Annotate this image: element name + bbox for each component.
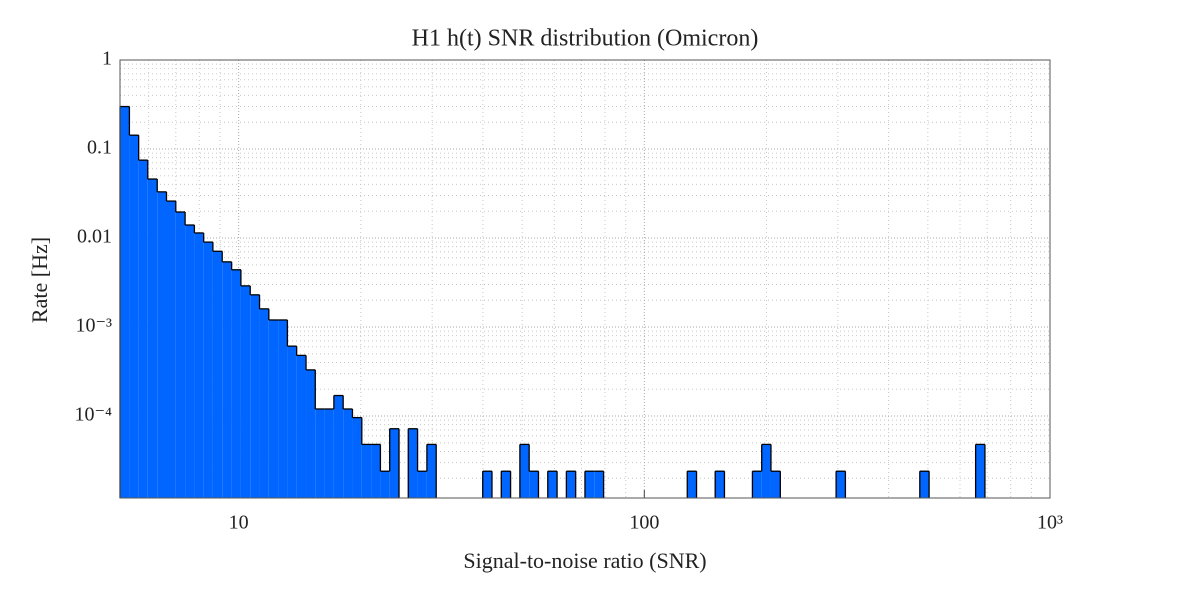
bar	[761, 444, 771, 498]
bar	[120, 106, 130, 499]
bar	[278, 319, 288, 498]
bar	[501, 471, 511, 498]
bar	[687, 471, 697, 498]
bar	[324, 408, 334, 498]
bar	[259, 308, 269, 498]
bar	[529, 471, 539, 498]
bar	[185, 225, 195, 498]
y-axis-label: Rate [Hz]	[27, 237, 52, 323]
x-tick-label: 10	[229, 512, 249, 534]
bar	[770, 471, 781, 498]
bar	[389, 428, 400, 498]
bar	[408, 428, 418, 498]
bar	[212, 251, 223, 498]
x-tick-label: 100	[629, 512, 659, 534]
x-tick-label: 10³	[1037, 512, 1063, 534]
bar	[306, 369, 316, 498]
bar	[715, 471, 725, 498]
bar	[352, 417, 362, 498]
bar	[426, 444, 437, 498]
bar	[333, 395, 344, 498]
bar	[482, 471, 492, 498]
bar	[836, 471, 846, 498]
bar	[417, 471, 427, 498]
bar	[594, 471, 604, 498]
bar	[343, 408, 353, 498]
y-tick-label: 1	[102, 48, 112, 70]
bar	[975, 444, 985, 498]
bar	[361, 444, 372, 498]
bar	[240, 285, 251, 498]
chart-title: H1 h(t) SNR distribution (Omicron)	[412, 26, 759, 52]
bar	[166, 201, 176, 498]
bar	[371, 444, 381, 498]
y-tick-label: 0.1	[87, 137, 112, 159]
bar	[231, 269, 241, 498]
bar	[519, 444, 530, 498]
bar	[380, 471, 390, 498]
bar	[752, 471, 762, 498]
bar	[129, 135, 139, 499]
bar	[222, 261, 232, 498]
bar	[138, 160, 148, 499]
x-axis-label: Signal-to-noise ratio (SNR)	[463, 548, 706, 573]
bar	[584, 471, 595, 498]
y-tick-label: 10⁻³	[75, 315, 112, 337]
bar	[250, 294, 260, 498]
bar	[203, 242, 213, 498]
bar	[175, 212, 186, 499]
bar	[547, 471, 558, 498]
bar	[147, 179, 158, 499]
bar	[315, 408, 325, 498]
y-tick-label: 0.01	[77, 226, 112, 248]
bar	[268, 319, 279, 498]
bar	[157, 191, 167, 498]
bar	[919, 471, 930, 498]
bar	[296, 355, 307, 498]
y-tick-label: 10⁻⁴	[74, 404, 112, 426]
bar	[194, 232, 204, 498]
bar	[566, 471, 576, 498]
bar	[287, 346, 297, 498]
plot-frame	[119, 59, 1051, 499]
